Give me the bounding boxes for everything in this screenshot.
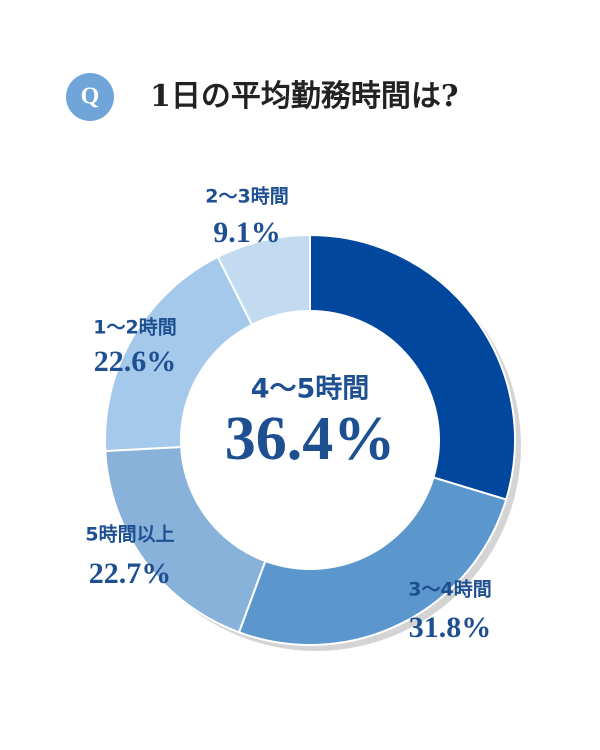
badge-text: Q — [81, 84, 100, 110]
category-label: 1～2時間 — [93, 317, 176, 339]
value-label: 22.7% — [89, 557, 172, 590]
value-label: 9.1% — [213, 216, 281, 249]
category-label: 3～4時間 — [408, 579, 491, 601]
value-label: 31.8% — [409, 611, 492, 644]
value-label: 36.4% — [225, 405, 396, 473]
category-label: 4～5時間 — [251, 374, 370, 405]
donut-hole — [180, 310, 440, 570]
badge — [66, 73, 114, 121]
value-label: 22.6% — [94, 345, 177, 378]
category-label: 2～3時間 — [205, 186, 288, 208]
chart-title: 1日の平均勤務時間は? — [150, 79, 458, 114]
category-label: 5時間以上 — [85, 524, 174, 546]
